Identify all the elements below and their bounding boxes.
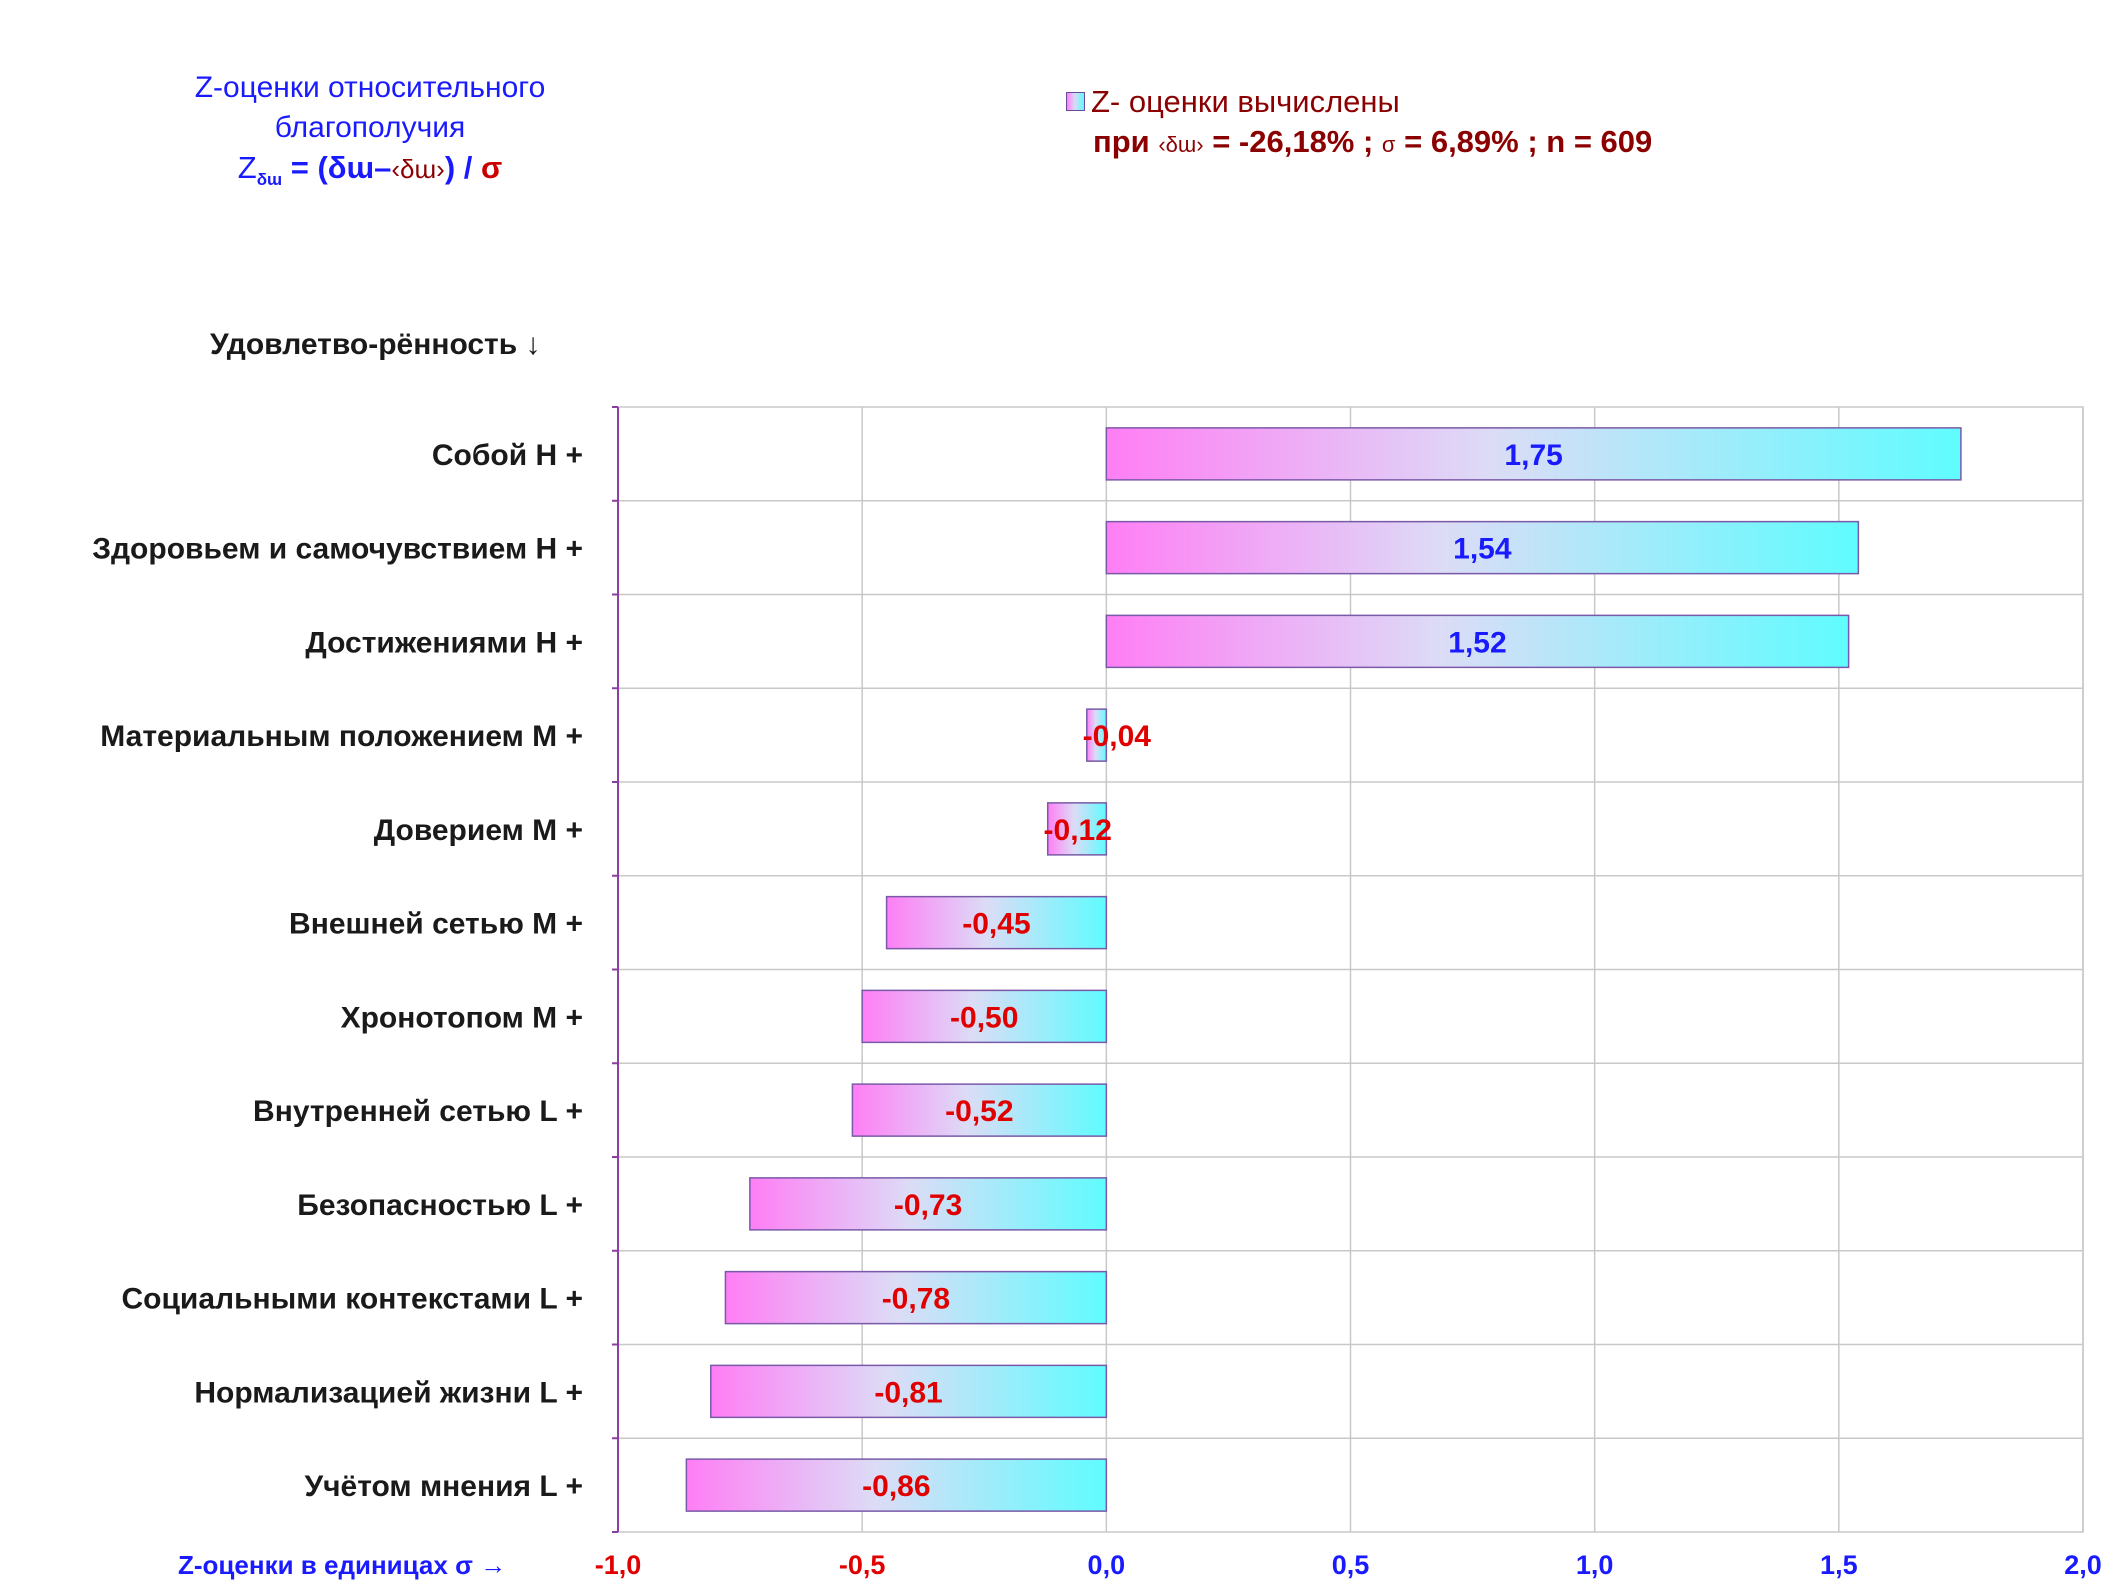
legend-line-1: Z- оценки вычислены	[1091, 84, 1400, 119]
legend-swatch	[1066, 92, 1085, 112]
formula-sigma: σ	[481, 150, 503, 185]
bar	[885, 895, 1108, 950]
legend: Z- оценки вычислены при ‹δɯ› = -26,18% ;…	[1066, 82, 1652, 165]
bar	[724, 1270, 1108, 1325]
legend-mean-value: = -26,18% ;	[1203, 124, 1382, 159]
category-label: Внутренней сетью L +	[253, 1095, 583, 1128]
bar	[851, 1083, 1108, 1137]
bar-value-label: 1,52	[1448, 626, 1506, 659]
x-tick-label: -0,5	[839, 1550, 886, 1580]
category-label: Собой Н +	[432, 439, 583, 472]
bar	[749, 1177, 1108, 1231]
bar	[1105, 427, 1962, 481]
x-tick-label: -1,0	[595, 1550, 642, 1580]
bar	[1105, 614, 1850, 669]
bar-value-label: -0,81	[874, 1376, 942, 1409]
legend-stats: = 6,89% ; n = 609	[1395, 124, 1653, 159]
x-tick-label: 2,0	[2064, 1550, 2102, 1580]
category-label: Достижениями Н +	[305, 626, 583, 659]
legend-line-2: при ‹δɯ› = -26,18% ; σ = 6,89% ; n = 609	[1066, 122, 1652, 165]
bar-value-label: -0,73	[894, 1189, 962, 1222]
bar	[685, 1458, 1108, 1512]
category-label: Материальным положением М +	[100, 720, 583, 753]
title-line-2: благополучия	[274, 111, 466, 144]
labels: Собой Н + 1,75 Здоровьем и самочувствием Н…	[92, 439, 2102, 1580]
category-label: Безопасностью L +	[297, 1189, 583, 1222]
bar-value-label: -0,52	[945, 1095, 1013, 1128]
bar-value-label: -0,04	[1083, 720, 1152, 753]
bar	[1046, 802, 1108, 856]
bar-value-label: -0,12	[1044, 814, 1112, 847]
formula-mean: ‹δɯ›	[391, 154, 445, 184]
bar-value-label: -0,50	[950, 1001, 1018, 1034]
bar-value-label: -0,78	[882, 1283, 950, 1316]
x-tick-label: 1,0	[1576, 1550, 1614, 1580]
chart-title: Z-оценки относительного благополучия Zδɯ…	[110, 68, 630, 200]
legend-sigma-symbol: σ	[1381, 132, 1396, 157]
legend-mean-symbol: ‹δɯ›	[1158, 132, 1204, 157]
bars	[685, 427, 1962, 1512]
y-axis-caption: Удовлетво-рённость ↓	[210, 328, 541, 361]
bar	[861, 989, 1108, 1044]
x-tick-label: 0,5	[1332, 1550, 1370, 1580]
title-line-1: Z-оценки относительного	[194, 71, 546, 104]
formula-subscript: δɯ	[256, 170, 283, 190]
category-label: Доверием М +	[374, 814, 583, 847]
bar-value-label: 1,75	[1504, 439, 1562, 472]
grid	[612, 406, 2084, 1533]
formula-eq: = (δɯ–	[282, 150, 392, 185]
bar	[710, 1364, 1108, 1419]
bar-value-label: -0,86	[862, 1470, 930, 1503]
category-label: Хронотопом М +	[341, 1001, 583, 1034]
category-label: Нормализацией жизни L +	[194, 1376, 583, 1409]
title-formula: Zδɯ = (δɯ–‹δɯ›) / σ	[110, 148, 630, 200]
category-label: Внешней сетью М +	[289, 908, 583, 941]
bar	[1105, 520, 1860, 575]
legend-prefix: при	[1093, 124, 1159, 159]
bar	[1086, 708, 1108, 762]
formula-close: ) /	[444, 150, 473, 185]
x-axis-caption: Z-оценки в единицах σ →	[178, 1550, 506, 1580]
bar-value-label: -0,45	[962, 908, 1030, 941]
bar-value-label: 1,54	[1453, 533, 1512, 566]
x-tick-label: 1,5	[1820, 1550, 1858, 1580]
x-tick-label: 0,0	[1088, 1550, 1126, 1580]
category-label: Здоровьем и самочувствием Н +	[92, 533, 583, 566]
category-label: Социальными контекстами L +	[122, 1283, 584, 1316]
formula-z: Z	[237, 150, 257, 185]
category-label: Учётом мнения L +	[304, 1470, 583, 1503]
